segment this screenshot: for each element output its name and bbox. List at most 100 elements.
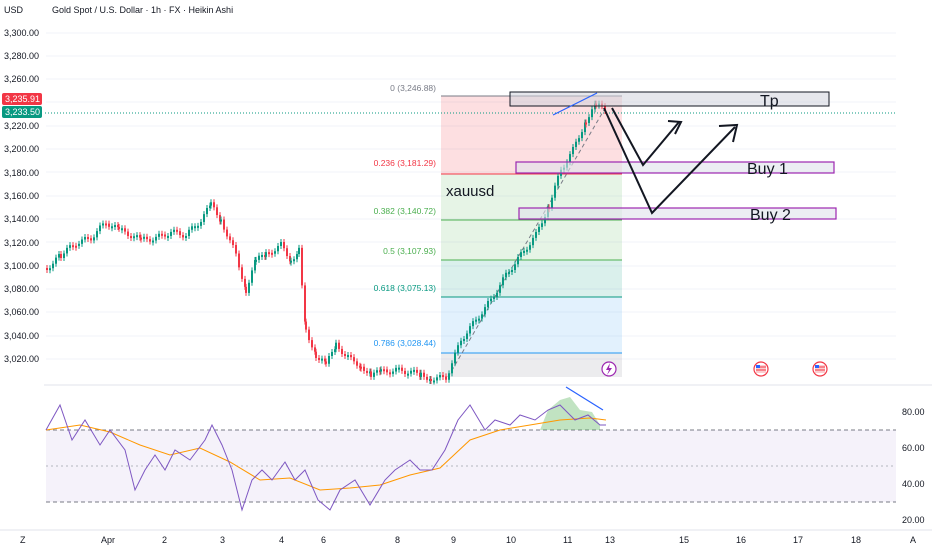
price-label: 3,120.00 [4,238,39,248]
us-flag-icon[interactable] [812,361,828,377]
candle [58,254,60,258]
candle [496,292,498,297]
time-scale[interactable]: Z Apr 2 3 4 6 8 9 10 11 13 15 16 17 18 A [0,529,932,545]
candle [170,231,172,236]
scenario-arrowhead-1 [667,120,683,135]
auto-scale-icon[interactable]: A [910,535,916,545]
price-scale-bg [0,0,44,540]
candle [209,205,211,209]
candle [268,252,270,255]
candle [308,329,310,341]
candle [423,372,425,377]
us-flag-icon[interactable] [753,361,769,377]
fib-zone-05-0618 [441,260,622,297]
tp-label: Tp [760,93,779,110]
candle [541,223,543,227]
fib-zone-0786-1 [441,353,622,377]
zoom-icon[interactable]: Z [20,535,26,545]
candle [324,358,326,362]
price-label: 3,220.00 [4,121,39,131]
candle [72,245,74,248]
candle [149,239,151,242]
candle [280,242,282,247]
candle [321,358,323,361]
candle [376,370,378,373]
candle [334,349,336,352]
candle [478,318,480,321]
candle [538,226,540,233]
candle [445,376,447,380]
candle [140,237,142,240]
candle [99,225,101,232]
lightning-icon[interactable] [601,361,617,377]
candle [108,223,110,227]
candle [143,236,145,239]
candle [370,371,372,377]
price-label: 3,040.00 [4,331,39,341]
price-grid [46,32,896,360]
last-price-badge [2,93,42,105]
time-label: 8 [395,535,400,545]
rsi-axis-label: 80.00 [902,407,925,417]
candle [457,345,459,353]
candle [81,239,83,244]
candle [194,226,196,229]
candle [102,223,104,226]
candle [439,375,441,378]
candle [493,296,495,299]
candle [210,202,212,206]
candle [359,365,361,368]
candle [255,259,257,262]
rsi-axis-label: 60.00 [902,443,925,453]
time-label: 6 [321,535,326,545]
candle [203,214,205,222]
fib-zone-0618-0786 [441,297,622,353]
user-drawings[interactable]: Tp Buy 1 Buy 2 xauusd [446,91,837,224]
price-divergence-line [552,92,598,116]
candle [392,371,394,374]
candle [191,226,193,230]
candle [241,267,243,279]
candle [283,242,285,249]
scenario-path-2 [603,107,736,215]
candle [460,340,462,346]
candle [578,138,580,142]
buy1-rectangle[interactable] [515,161,835,174]
candle [235,245,237,254]
candle [314,347,316,352]
candle [117,225,119,228]
time-label: 4 [279,535,284,545]
price-label: 3,180.00 [4,168,39,178]
candle [63,253,65,258]
candle [69,245,71,248]
time-label: 10 [506,535,516,545]
candle [404,370,406,375]
candle [114,225,116,228]
candle [585,122,587,125]
candle [118,226,120,229]
time-label: Apr [101,535,115,545]
candle [298,247,300,255]
fibonacci-retracement[interactable]: 0 (3,246.88) 0.236 (3,181.29) 0.382 (3,1… [374,83,622,378]
candle [347,355,349,358]
price-label: 3,020.00 [4,354,39,364]
candle [557,175,559,186]
candle [87,237,89,240]
candle [591,109,593,118]
candle [244,278,246,287]
candle [78,243,80,246]
candle [130,236,132,239]
symbol-title[interactable]: Gold Spot / U.S. Dollar · 1h · FX · Heik… [52,5,233,15]
candle [532,237,534,246]
buy1-label: Buy 1 [747,161,788,178]
price-scale[interactable]: USD 3,300.00 3,280.00 3,260.00 3,220.00 … [0,0,44,540]
candle [182,235,184,238]
candle [185,236,187,239]
oscillator-scale[interactable]: 80.00 60.00 40.00 20.00 [902,407,925,525]
candle [290,260,292,263]
tp-rectangle[interactable] [509,91,830,107]
rsi-overbought-fill [540,397,600,430]
buy2-rectangle[interactable] [518,207,837,220]
